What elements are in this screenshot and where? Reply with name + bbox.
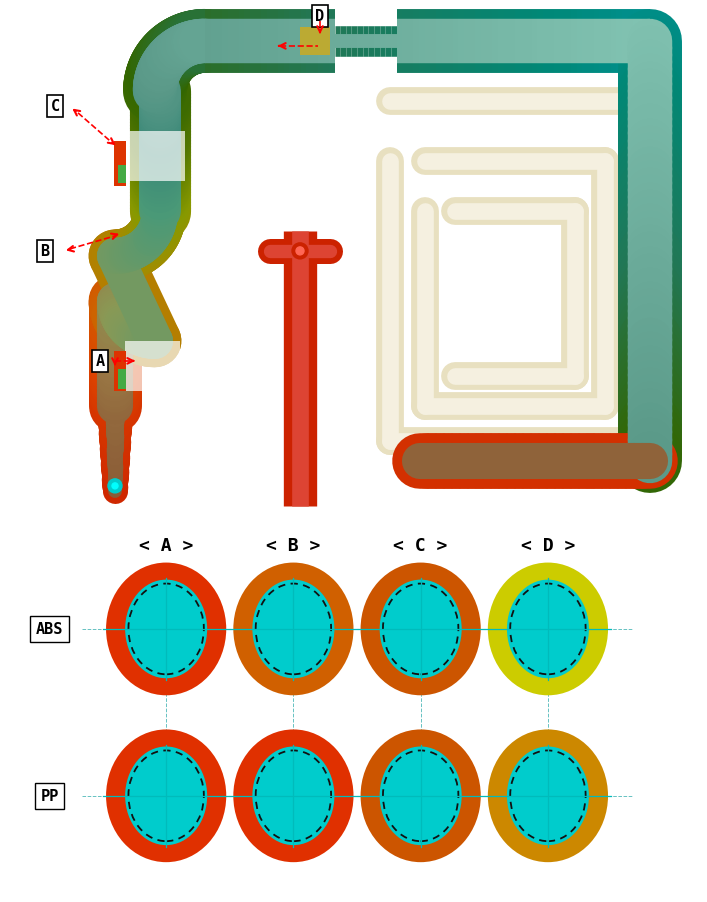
Text: < A >: < A > [139,537,193,555]
Ellipse shape [488,563,608,695]
FancyBboxPatch shape [125,342,180,391]
Ellipse shape [233,730,354,862]
Ellipse shape [380,747,462,845]
Text: PP: PP [40,788,59,804]
Circle shape [112,483,118,489]
Text: B: B [40,244,49,259]
Text: < C >: < C > [394,537,448,555]
FancyBboxPatch shape [118,370,126,390]
Ellipse shape [507,580,589,678]
Text: C: C [50,99,59,115]
Ellipse shape [233,563,354,695]
Ellipse shape [106,563,226,695]
Text: < D >: < D > [521,537,575,555]
FancyBboxPatch shape [118,166,126,184]
Text: A: A [95,354,105,369]
Circle shape [296,247,304,255]
Text: D: D [315,9,325,24]
FancyBboxPatch shape [300,28,330,56]
Ellipse shape [106,730,226,862]
Ellipse shape [125,580,207,678]
FancyBboxPatch shape [114,352,126,391]
FancyBboxPatch shape [114,142,126,187]
FancyBboxPatch shape [125,132,185,181]
Text: ABS: ABS [36,621,63,637]
Ellipse shape [361,563,481,695]
Ellipse shape [380,580,462,678]
Ellipse shape [361,730,481,862]
Circle shape [292,244,308,260]
Text: < B >: < B > [267,537,320,555]
Circle shape [108,479,122,493]
Ellipse shape [488,730,608,862]
Ellipse shape [125,747,207,845]
Ellipse shape [252,747,334,845]
Ellipse shape [252,580,334,678]
Ellipse shape [507,747,589,845]
